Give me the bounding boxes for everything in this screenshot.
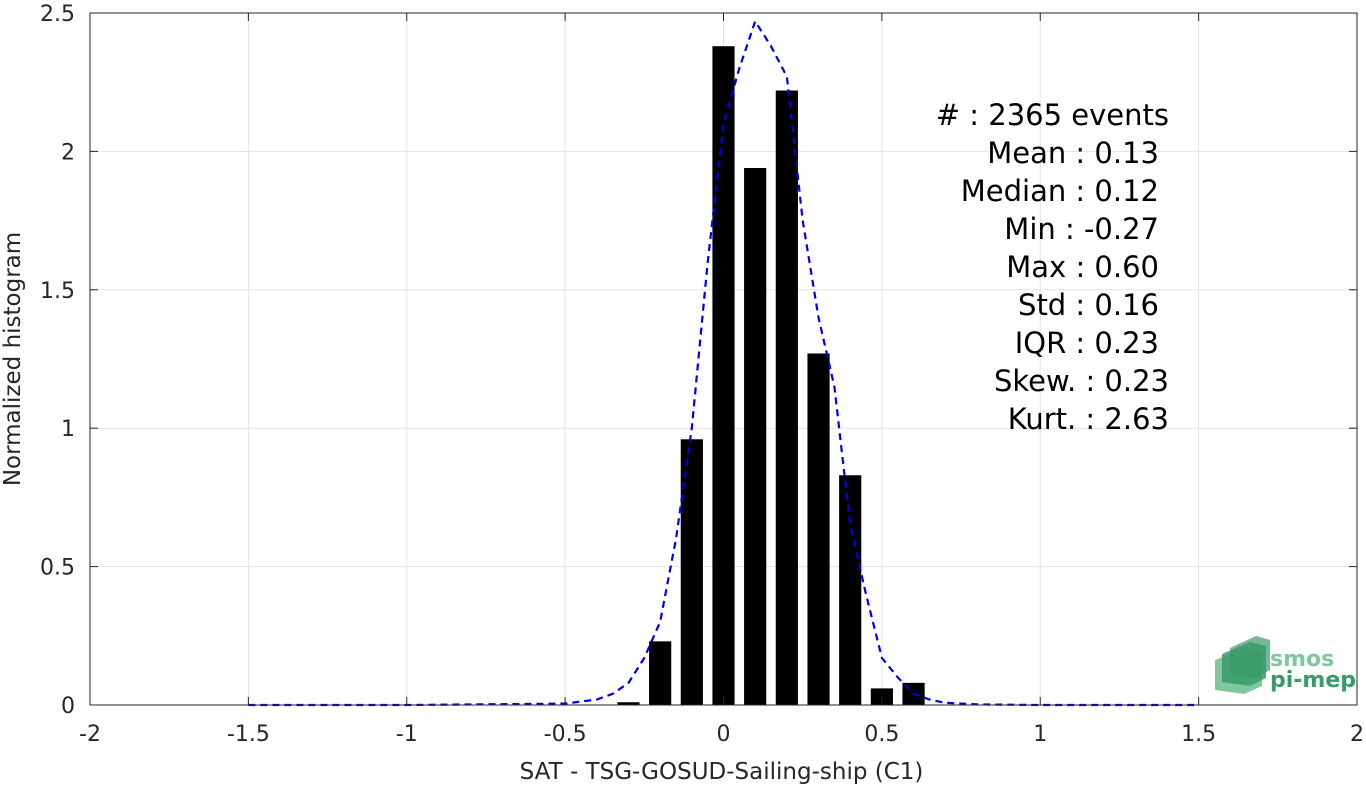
y-axis-ticks: 0 0.5 1 1.5 2 2.5	[40, 2, 1357, 719]
y-tick-label: 1	[61, 417, 75, 442]
x-tick-label: 2	[1350, 722, 1364, 747]
x-tick-label: -1	[396, 722, 418, 747]
x-tick-label: -0.5	[544, 722, 587, 747]
histogram-bar	[870, 688, 893, 705]
stat-line: Kurt. : 2.63	[1008, 402, 1169, 436]
histogram-bars	[617, 46, 925, 705]
smos-pi-mep-logo: smos pi-mep	[1215, 636, 1356, 694]
stat-line: Mean : 0.13	[987, 136, 1159, 170]
statistics-box: # : 2365 events Mean : 0.13 Median : 0.12 M…	[936, 98, 1169, 436]
y-tick-label: 1.5	[40, 279, 75, 304]
x-tick-label: 0.5	[864, 722, 899, 747]
stat-line: Median : 0.12	[961, 174, 1159, 208]
x-tick-label: 1.5	[1181, 722, 1216, 747]
y-tick-label: 0	[61, 694, 75, 719]
logo-text-smos: smos	[1270, 647, 1334, 672]
y-tick-label: 2.5	[40, 2, 75, 27]
x-tick-label: -1.5	[227, 722, 270, 747]
stat-line: Std : 0.16	[1018, 288, 1159, 322]
y-tick-label: 0.5	[40, 556, 75, 581]
histogram-bar	[712, 46, 735, 705]
histogram-bar	[680, 439, 703, 705]
x-axis-ticks: -2 -1.5 -1 -0.5 0 0.5 1 1.5 2	[79, 13, 1364, 747]
histogram-bar	[617, 702, 640, 705]
logo-mark-icon	[1215, 636, 1270, 694]
x-axis-label: SAT - TSG-GOSUD-Sailing-ship (C1)	[520, 759, 924, 785]
logo-text-pi-mep: pi-mep	[1270, 668, 1356, 693]
y-axis-label: Normalized histogram	[0, 232, 26, 486]
x-tick-label: 0	[717, 722, 731, 747]
stat-line: Min : -0.27	[1004, 212, 1159, 246]
histogram-bar	[649, 641, 672, 705]
y-tick-label: 2	[61, 140, 75, 165]
stat-line: # : 2365 events	[936, 98, 1169, 132]
stat-line: Skew. : 0.23	[994, 364, 1169, 398]
histogram-bar	[744, 168, 767, 705]
x-tick-label: 1	[1033, 722, 1047, 747]
histogram-bar	[807, 353, 830, 705]
stat-line: IQR : 0.23	[1015, 326, 1159, 360]
fit-curve	[248, 18, 1199, 707]
x-tick-label: -2	[79, 722, 101, 747]
histogram-bar	[839, 475, 862, 705]
stat-line: Max : 0.60	[1006, 250, 1159, 284]
histogram-bar	[775, 90, 798, 705]
